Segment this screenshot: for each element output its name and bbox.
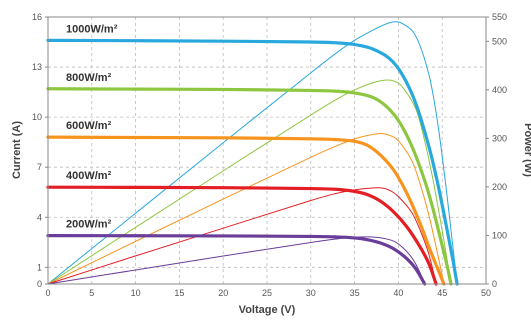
y-left-tick-label: 0 — [37, 279, 42, 289]
current-curve — [46, 87, 453, 286]
y-left-tick-label: 1 — [37, 262, 42, 272]
y-left-tick-label: 7 — [37, 162, 42, 172]
y-left-tick-label: 13 — [32, 62, 42, 72]
series-label: 800W/m² — [66, 72, 112, 84]
power-curve — [47, 187, 437, 285]
series-label: 400W/m² — [66, 170, 112, 182]
y-right-tick-label: 300 — [492, 133, 507, 143]
power-curve — [47, 21, 458, 285]
x-tick-label: 0 — [45, 288, 50, 298]
y-left-tick-label: 10 — [32, 112, 42, 122]
x-tick-label: 25 — [262, 288, 272, 298]
current-curves — [46, 38, 459, 286]
grid — [48, 17, 486, 284]
y-left-tick-label: 16 — [32, 12, 42, 22]
x-tick-label: 15 — [174, 288, 184, 298]
series-label: 600W/m² — [66, 120, 112, 132]
x-tick-label: 45 — [437, 288, 447, 298]
y-axis-title-right: Power (W) — [522, 123, 531, 177]
current-curve — [46, 185, 438, 286]
y-right-tick-label: 500 — [492, 36, 507, 46]
y-left-tick-label: 4 — [37, 212, 42, 222]
y-right-tick-label: 400 — [492, 85, 507, 95]
power-curve — [47, 79, 452, 285]
y-right-tick-label: 100 — [492, 230, 507, 240]
current-curve — [46, 135, 446, 286]
series-label: 1000W/m² — [66, 23, 118, 35]
y-right-tick-label: 550 — [492, 12, 507, 22]
plot-frame — [47, 16, 487, 285]
x-tick-label: 20 — [218, 288, 228, 298]
tick-labels: 0 5 10 15 20 25 30 35 40 45 5001471013160100200300… — [32, 12, 507, 298]
x-tick-label: 10 — [131, 288, 141, 298]
y-axis-title-left: Current (A) — [11, 121, 23, 179]
x-tick-label: 30 — [306, 288, 316, 298]
x-axis-title: Voltage (V) — [239, 304, 296, 316]
power-curves — [47, 21, 458, 285]
y-right-tick-label: 200 — [492, 182, 507, 192]
current-curve — [46, 38, 459, 286]
current-curve — [46, 234, 427, 286]
series-labels: 1000W/m² 800W/m² 600W/m² 400W/m² 200W/m² — [66, 23, 118, 230]
y-right-tick-label: 0 — [492, 279, 497, 289]
power-curve — [47, 236, 426, 285]
x-tick-label: 5 — [89, 288, 94, 298]
power-curve — [47, 133, 445, 285]
x-tick-label: 40 — [393, 288, 403, 298]
x-tick-label: 35 — [350, 288, 360, 298]
series-label: 200W/m² — [66, 219, 112, 231]
x-tick-label: 50 — [481, 288, 491, 298]
